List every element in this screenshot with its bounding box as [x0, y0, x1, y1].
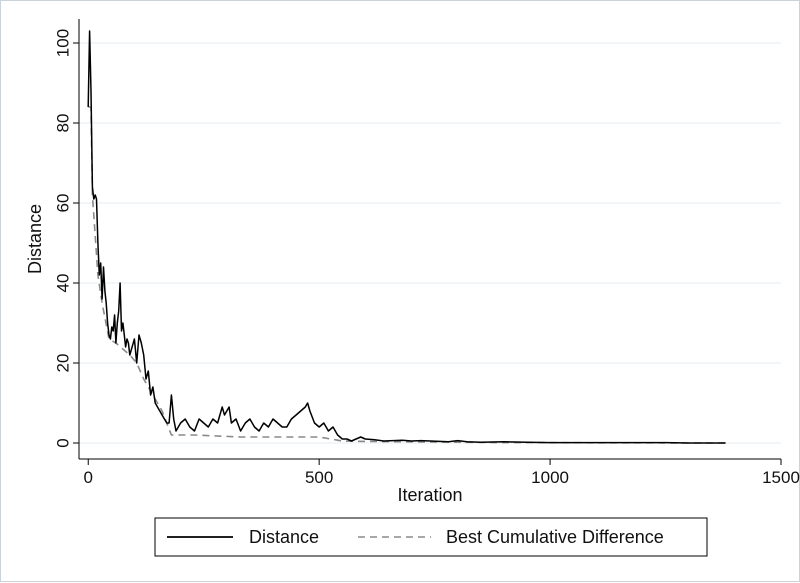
y-axis-ticks: 0 20 40 60 80 100 [54, 29, 79, 448]
x-axis-ticks: 0 500 1000 1500 [84, 459, 800, 487]
plot-area [79, 19, 781, 459]
legend: Distance Best Cumulative Difference [154, 517, 708, 557]
y-tick-label: 40 [54, 274, 73, 293]
x-tick-label: 1500 [762, 468, 800, 487]
y-tick-label: 60 [54, 194, 73, 213]
x-axis-title: Iteration [397, 485, 462, 505]
y-axis-title: Distance [25, 204, 45, 274]
legend-label-distance: Distance [249, 527, 319, 547]
y-tick-label: 20 [54, 354, 73, 373]
x-tick-label: 500 [305, 468, 333, 487]
series-layer [87, 30, 726, 444]
x-tick-label: 1000 [531, 468, 569, 487]
y-tick-label: 80 [54, 114, 73, 133]
y-tick-label: 100 [54, 29, 73, 57]
y-tick-label: 0 [54, 438, 73, 447]
legend-label-best-cumulative-difference: Best Cumulative Difference [446, 527, 664, 547]
series-line-distance [87, 30, 726, 444]
x-tick-label: 0 [84, 468, 93, 487]
